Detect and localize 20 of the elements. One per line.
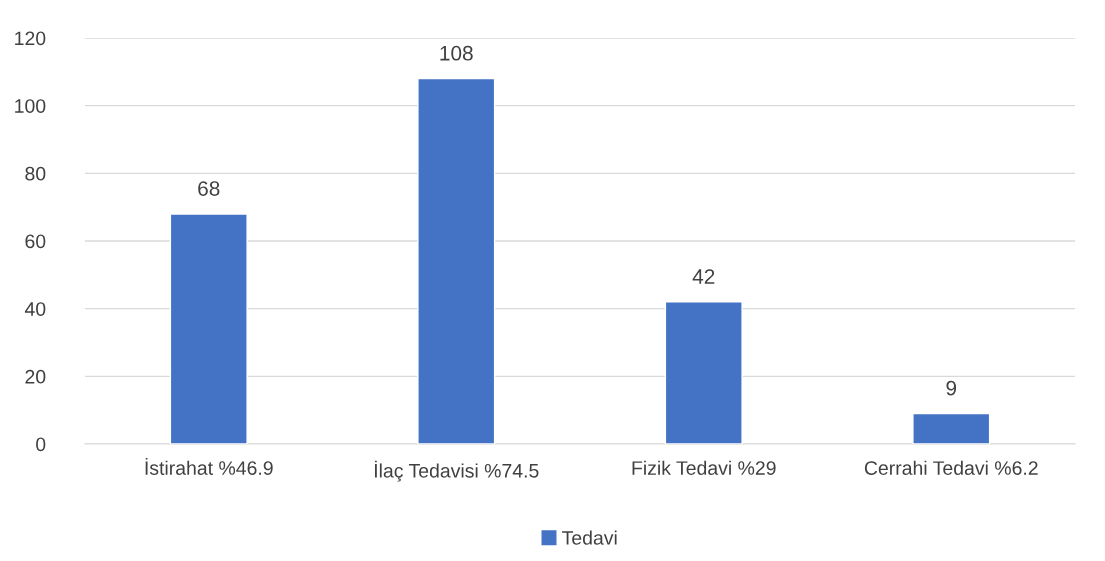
legend-label: Tedavi <box>562 530 617 545</box>
x-tick-label: Cerrahi Tedavi %6.2 <box>864 460 1038 475</box>
bar <box>417 77 496 444</box>
y-tick-label: 80 <box>25 166 46 181</box>
data-label: 42 <box>692 269 715 284</box>
bar <box>664 301 743 444</box>
data-label: 9 <box>946 380 957 396</box>
bar <box>912 412 991 444</box>
bar <box>169 213 248 444</box>
y-tick-label: 120 <box>15 31 46 46</box>
x-tick-label: İlaç Tedavisi %74.5 <box>375 460 539 482</box>
y-tick-label: 20 <box>25 369 46 384</box>
y-tick-label: 100 <box>15 99 46 113</box>
y-tick-label: 60 <box>25 234 46 249</box>
data-label: 68 <box>198 181 220 196</box>
x-tick-label: Fizik Tedavi %29 <box>632 460 776 475</box>
data-label: 108 <box>440 45 473 61</box>
y-tick-label: 40 <box>24 302 46 316</box>
x-tick-label: İstirahat %46.9 <box>145 457 273 475</box>
y-tick-label: 0 <box>36 437 46 452</box>
